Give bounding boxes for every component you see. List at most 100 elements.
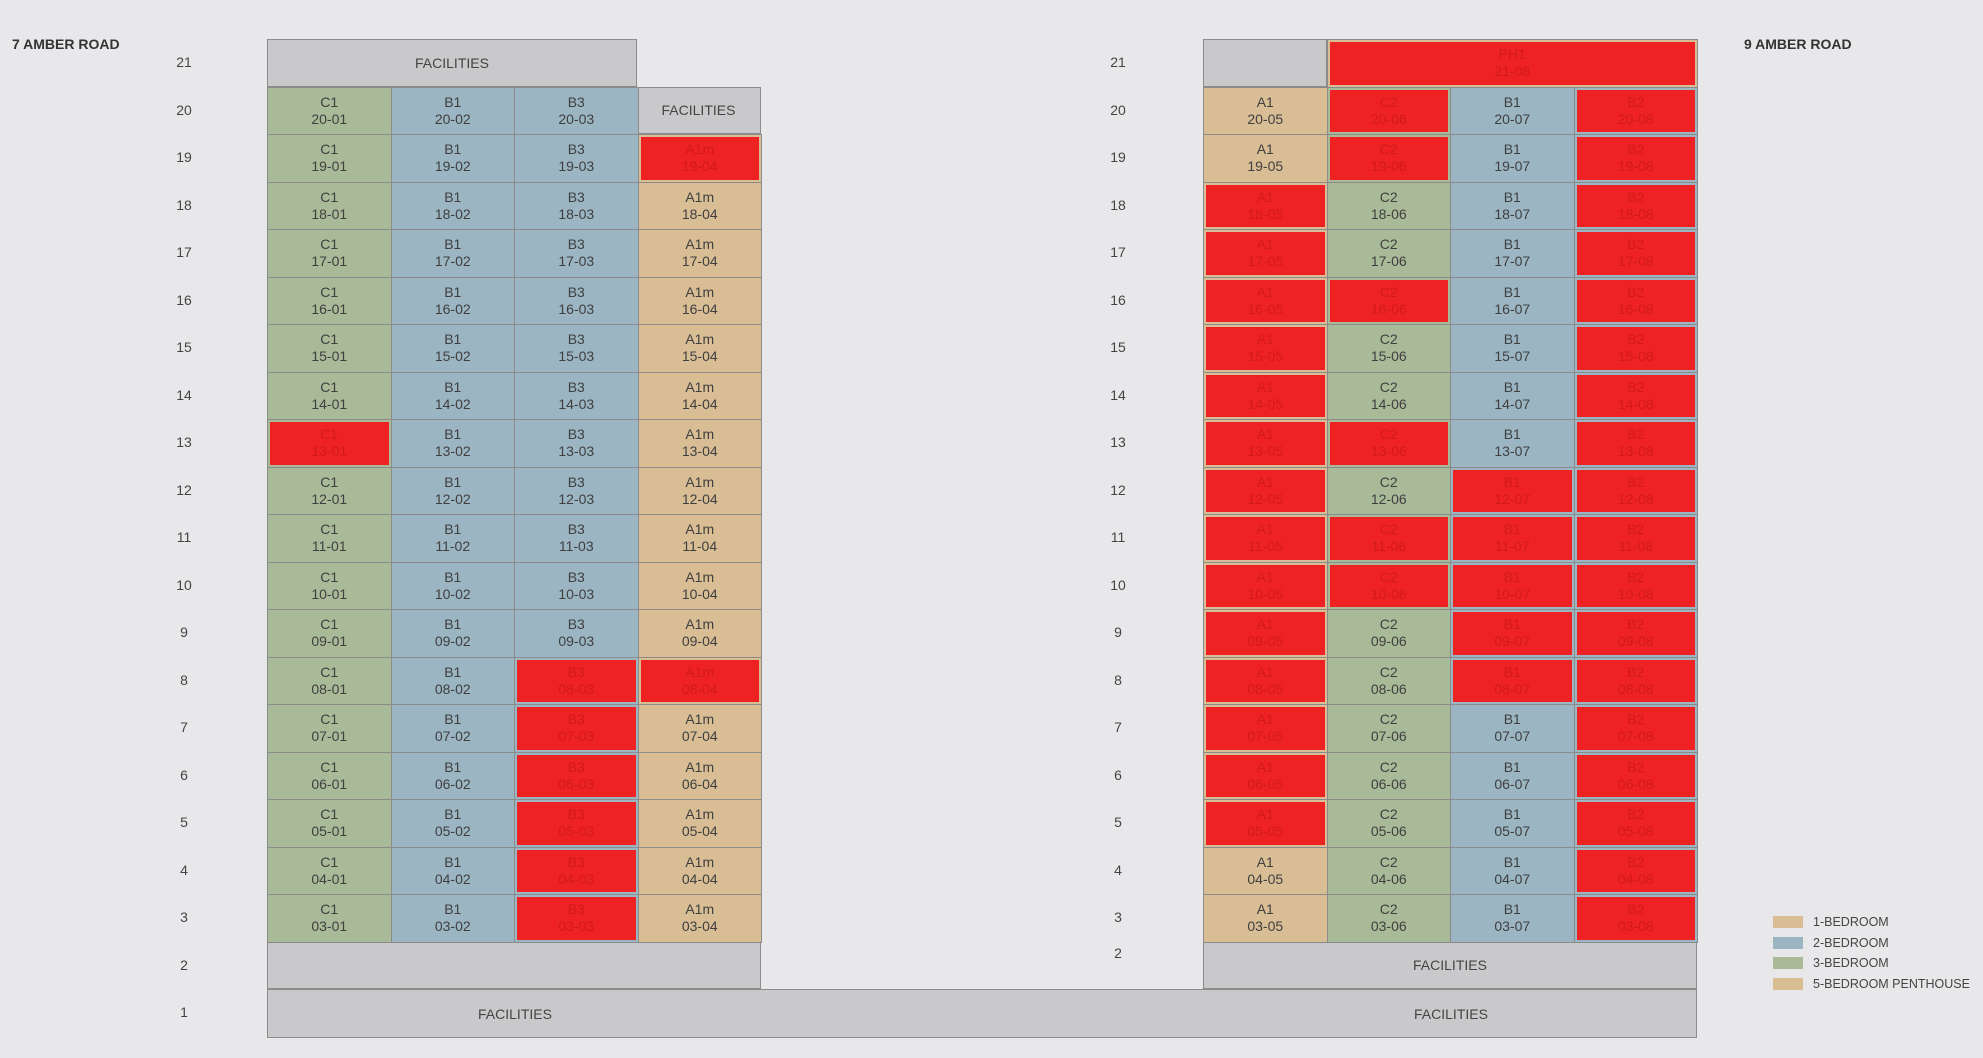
unit-20-01[interactable]: C1 20-01 bbox=[267, 86, 392, 135]
unit-07-01[interactable]: C1 07-01 bbox=[267, 704, 392, 753]
unit-20-05[interactable]: A1 20-05 bbox=[1203, 86, 1328, 135]
unit-09-01[interactable]: C1 09-01 bbox=[267, 609, 392, 658]
unit-17-07[interactable]: B1 17-07 bbox=[1450, 229, 1575, 278]
unit-20-07[interactable]: B1 20-07 bbox=[1450, 86, 1575, 135]
unit-14-08-sold[interactable]: B2 14-08 bbox=[1573, 371, 1698, 420]
unit-04-06[interactable]: C2 04-06 bbox=[1326, 846, 1451, 895]
unit-18-03[interactable]: B3 18-03 bbox=[514, 181, 639, 230]
unit-08-05-sold[interactable]: A1 08-05 bbox=[1203, 656, 1328, 705]
unit-08-04-sold[interactable]: A1m 08-04 bbox=[637, 656, 762, 705]
unit-09-05-sold[interactable]: A1 09-05 bbox=[1203, 609, 1328, 658]
unit-03-06[interactable]: C2 03-06 bbox=[1326, 894, 1451, 943]
unit-11-07-sold[interactable]: B1 11-07 bbox=[1450, 514, 1575, 563]
unit-13-08-sold[interactable]: B2 13-08 bbox=[1573, 419, 1698, 468]
unit-03-04[interactable]: A1m 03-04 bbox=[637, 894, 762, 943]
unit-11-03[interactable]: B3 11-03 bbox=[514, 514, 639, 563]
unit-18-01[interactable]: C1 18-01 bbox=[267, 181, 392, 230]
unit-16-06-sold[interactable]: C2 16-06 bbox=[1326, 276, 1451, 325]
unit-05-01[interactable]: C1 05-01 bbox=[267, 799, 392, 848]
unit-04-07[interactable]: B1 04-07 bbox=[1450, 846, 1575, 895]
unit-09-03[interactable]: B3 09-03 bbox=[514, 609, 639, 658]
unit-19-01[interactable]: C1 19-01 bbox=[267, 134, 392, 183]
unit-07-02[interactable]: B1 07-02 bbox=[390, 704, 515, 753]
unit-17-03[interactable]: B3 17-03 bbox=[514, 229, 639, 278]
unit-06-03-sold[interactable]: B3 06-03 bbox=[514, 751, 639, 800]
unit-05-05-sold[interactable]: A1 05-05 bbox=[1203, 799, 1328, 848]
unit-15-03[interactable]: B3 15-03 bbox=[514, 324, 639, 373]
unit-11-06-sold[interactable]: C2 11-06 bbox=[1326, 514, 1451, 563]
unit-04-02[interactable]: B1 04-02 bbox=[390, 846, 515, 895]
unit-04-01[interactable]: C1 04-01 bbox=[267, 846, 392, 895]
unit-19-04-sold[interactable]: A1m 19-04 bbox=[637, 134, 762, 183]
unit-19-06-sold[interactable]: C2 19-06 bbox=[1326, 134, 1451, 183]
unit-19-08-sold[interactable]: B2 19-08 bbox=[1573, 134, 1698, 183]
unit-11-01[interactable]: C1 11-01 bbox=[267, 514, 392, 563]
unit-04-04[interactable]: A1m 04-04 bbox=[637, 846, 762, 895]
unit-08-06[interactable]: C2 08-06 bbox=[1326, 656, 1451, 705]
unit-17-04[interactable]: A1m 17-04 bbox=[637, 229, 762, 278]
unit-03-05[interactable]: A1 03-05 bbox=[1203, 894, 1328, 943]
unit-07-05-sold[interactable]: A1 07-05 bbox=[1203, 704, 1328, 753]
unit-06-06[interactable]: C2 06-06 bbox=[1326, 751, 1451, 800]
unit-16-02[interactable]: B1 16-02 bbox=[390, 276, 515, 325]
unit-08-08-sold[interactable]: B2 08-08 bbox=[1573, 656, 1698, 705]
unit-03-01[interactable]: C1 03-01 bbox=[267, 894, 392, 943]
unit-18-02[interactable]: B1 18-02 bbox=[390, 181, 515, 230]
unit-07-06[interactable]: C2 07-06 bbox=[1326, 704, 1451, 753]
unit-08-01[interactable]: C1 08-01 bbox=[267, 656, 392, 705]
unit-19-03[interactable]: B3 19-03 bbox=[514, 134, 639, 183]
unit-18-07[interactable]: B1 18-07 bbox=[1450, 181, 1575, 230]
unit-12-02[interactable]: B1 12-02 bbox=[390, 466, 515, 515]
unit-10-05-sold[interactable]: A1 10-05 bbox=[1203, 561, 1328, 610]
unit-05-03-sold[interactable]: B3 05-03 bbox=[514, 799, 639, 848]
unit-16-08-sold[interactable]: B2 16-08 bbox=[1573, 276, 1698, 325]
unit-20-03[interactable]: B3 20-03 bbox=[514, 86, 639, 135]
unit-07-08-sold[interactable]: B2 07-08 bbox=[1573, 704, 1698, 753]
unit-07-04[interactable]: A1m 07-04 bbox=[637, 704, 762, 753]
unit-10-03[interactable]: B3 10-03 bbox=[514, 561, 639, 610]
unit-11-05-sold[interactable]: A1 11-05 bbox=[1203, 514, 1328, 563]
unit-04-03-sold[interactable]: B3 04-03 bbox=[514, 846, 639, 895]
unit-16-04[interactable]: A1m 16-04 bbox=[637, 276, 762, 325]
unit-19-07[interactable]: B1 19-07 bbox=[1450, 134, 1575, 183]
unit-03-07[interactable]: B1 03-07 bbox=[1450, 894, 1575, 943]
unit-12-05-sold[interactable]: A1 12-05 bbox=[1203, 466, 1328, 515]
unit-07-07[interactable]: B1 07-07 bbox=[1450, 704, 1575, 753]
unit-13-07[interactable]: B1 13-07 bbox=[1450, 419, 1575, 468]
unit-14-03[interactable]: B3 14-03 bbox=[514, 371, 639, 420]
unit-09-06[interactable]: C2 09-06 bbox=[1326, 609, 1451, 658]
unit-09-04[interactable]: A1m 09-04 bbox=[637, 609, 762, 658]
unit-18-05-sold[interactable]: A1 18-05 bbox=[1203, 181, 1328, 230]
unit-03-08-sold[interactable]: B2 03-08 bbox=[1573, 894, 1698, 943]
unit-14-01[interactable]: C1 14-01 bbox=[267, 371, 392, 420]
unit-11-02[interactable]: B1 11-02 bbox=[390, 514, 515, 563]
unit-10-07-sold[interactable]: B1 10-07 bbox=[1450, 561, 1575, 610]
unit-11-04[interactable]: A1m 11-04 bbox=[637, 514, 762, 563]
unit-20-06-sold[interactable]: C2 20-06 bbox=[1326, 86, 1451, 135]
unit-15-02[interactable]: B1 15-02 bbox=[390, 324, 515, 373]
unit-13-01-sold[interactable]: C1 13-01 bbox=[267, 419, 392, 468]
unit-15-01[interactable]: C1 15-01 bbox=[267, 324, 392, 373]
unit-08-02[interactable]: B1 08-02 bbox=[390, 656, 515, 705]
unit-13-02[interactable]: B1 13-02 bbox=[390, 419, 515, 468]
unit-06-07[interactable]: B1 06-07 bbox=[1450, 751, 1575, 800]
unit-10-02[interactable]: B1 10-02 bbox=[390, 561, 515, 610]
unit-12-08-sold[interactable]: B2 12-08 bbox=[1573, 466, 1698, 515]
unit-13-06-sold[interactable]: C2 13-06 bbox=[1326, 419, 1451, 468]
unit-06-02[interactable]: B1 06-02 bbox=[390, 751, 515, 800]
unit-08-07-sold[interactable]: B1 08-07 bbox=[1450, 656, 1575, 705]
unit-05-04[interactable]: A1m 05-04 bbox=[637, 799, 762, 848]
unit-06-01[interactable]: C1 06-01 bbox=[267, 751, 392, 800]
unit-08-03-sold[interactable]: B3 08-03 bbox=[514, 656, 639, 705]
unit-06-04[interactable]: A1m 06-04 bbox=[637, 751, 762, 800]
unit-20-08-sold[interactable]: B2 20-08 bbox=[1573, 86, 1698, 135]
unit-12-06[interactable]: C2 12-06 bbox=[1326, 466, 1451, 515]
unit-03-03-sold[interactable]: B3 03-03 bbox=[514, 894, 639, 943]
unit-12-07-sold[interactable]: B1 12-07 bbox=[1450, 466, 1575, 515]
unit-15-05-sold[interactable]: A1 15-05 bbox=[1203, 324, 1328, 373]
unit-15-07[interactable]: B1 15-07 bbox=[1450, 324, 1575, 373]
unit-17-08-sold[interactable]: B2 17-08 bbox=[1573, 229, 1698, 278]
unit-18-04[interactable]: A1m 18-04 bbox=[637, 181, 762, 230]
unit-14-05-sold[interactable]: A1 14-05 bbox=[1203, 371, 1328, 420]
unit-04-05[interactable]: A1 04-05 bbox=[1203, 846, 1328, 895]
